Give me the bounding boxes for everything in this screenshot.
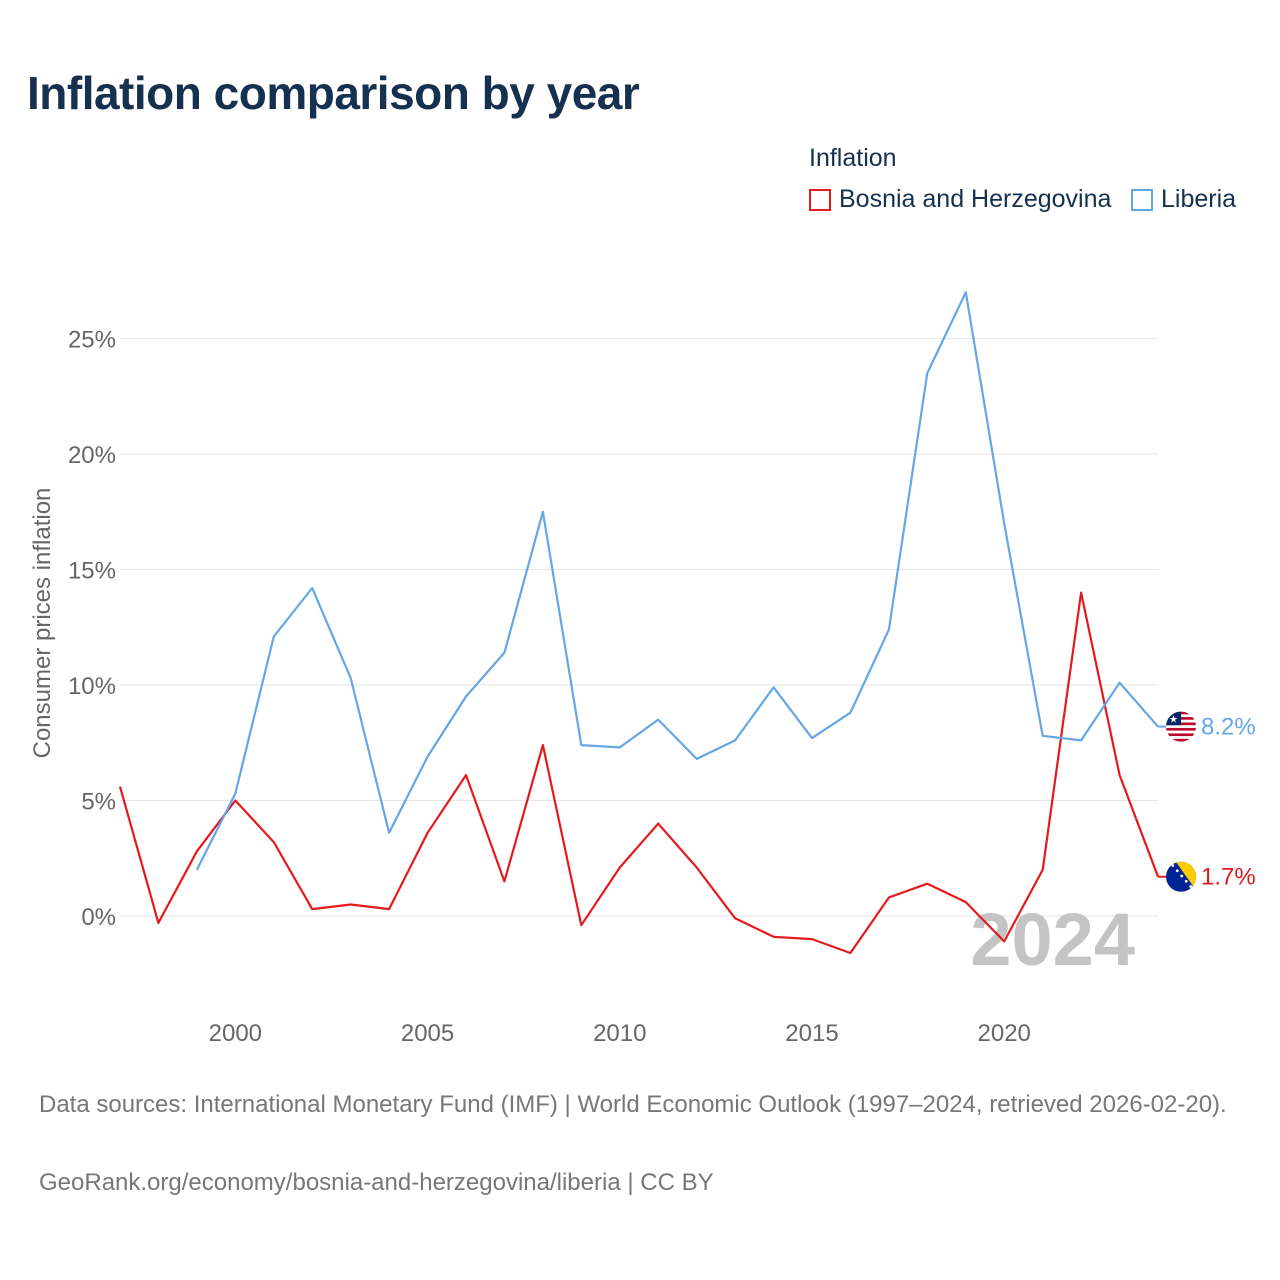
legend-swatch-liberia <box>1131 188 1153 211</box>
x-tick-label: 2015 <box>785 1020 838 1047</box>
x-tick-label: 2005 <box>401 1020 454 1047</box>
legend-swatch-bosnia <box>809 188 831 211</box>
liberia-flag-icon: ★ <box>1166 711 1196 742</box>
y-axis-title: Consumer prices inflation <box>29 488 56 759</box>
credit-line: GeoRank.org/economy/bosnia-and-herzegovi… <box>39 1169 714 1196</box>
series-line-bosnia-and-herzegovina <box>118 591 1160 955</box>
year-watermark: 2024 <box>970 898 1135 981</box>
y-tick-label: 5% <box>81 789 116 816</box>
y-tick-label: 15% <box>68 558 116 585</box>
end-value-label-liberia: 8.2% <box>1201 714 1256 741</box>
svg-text:★: ★ <box>1169 714 1178 725</box>
chart-title: Inflation comparison by year <box>27 67 640 119</box>
data-sources-note: Data sources: International Monetary Fun… <box>39 1091 1227 1118</box>
end-value-label-bosnia-and-herzegovina: 1.7% <box>1201 864 1256 891</box>
bosnia-flag-icon <box>1166 861 1196 892</box>
legend-item-bosnia[interactable]: Bosnia and Herzegovina <box>809 185 1111 214</box>
x-tick-label: 2010 <box>593 1020 646 1047</box>
legend-label-bosnia: Bosnia and Herzegovina <box>839 185 1112 213</box>
legend-label-liberia: Liberia <box>1161 185 1237 213</box>
x-tick-label: 2000 <box>209 1020 262 1047</box>
legend-item-liberia[interactable]: Liberia <box>1131 185 1236 214</box>
series-line-liberia <box>195 291 1159 871</box>
y-tick-label: 20% <box>68 442 116 469</box>
y-tick-label: 0% <box>81 904 116 931</box>
legend-title: Inflation <box>809 144 897 172</box>
y-tick-label: 25% <box>68 327 116 354</box>
y-tick-label: 10% <box>68 673 116 700</box>
x-tick-label: 2020 <box>978 1020 1031 1047</box>
